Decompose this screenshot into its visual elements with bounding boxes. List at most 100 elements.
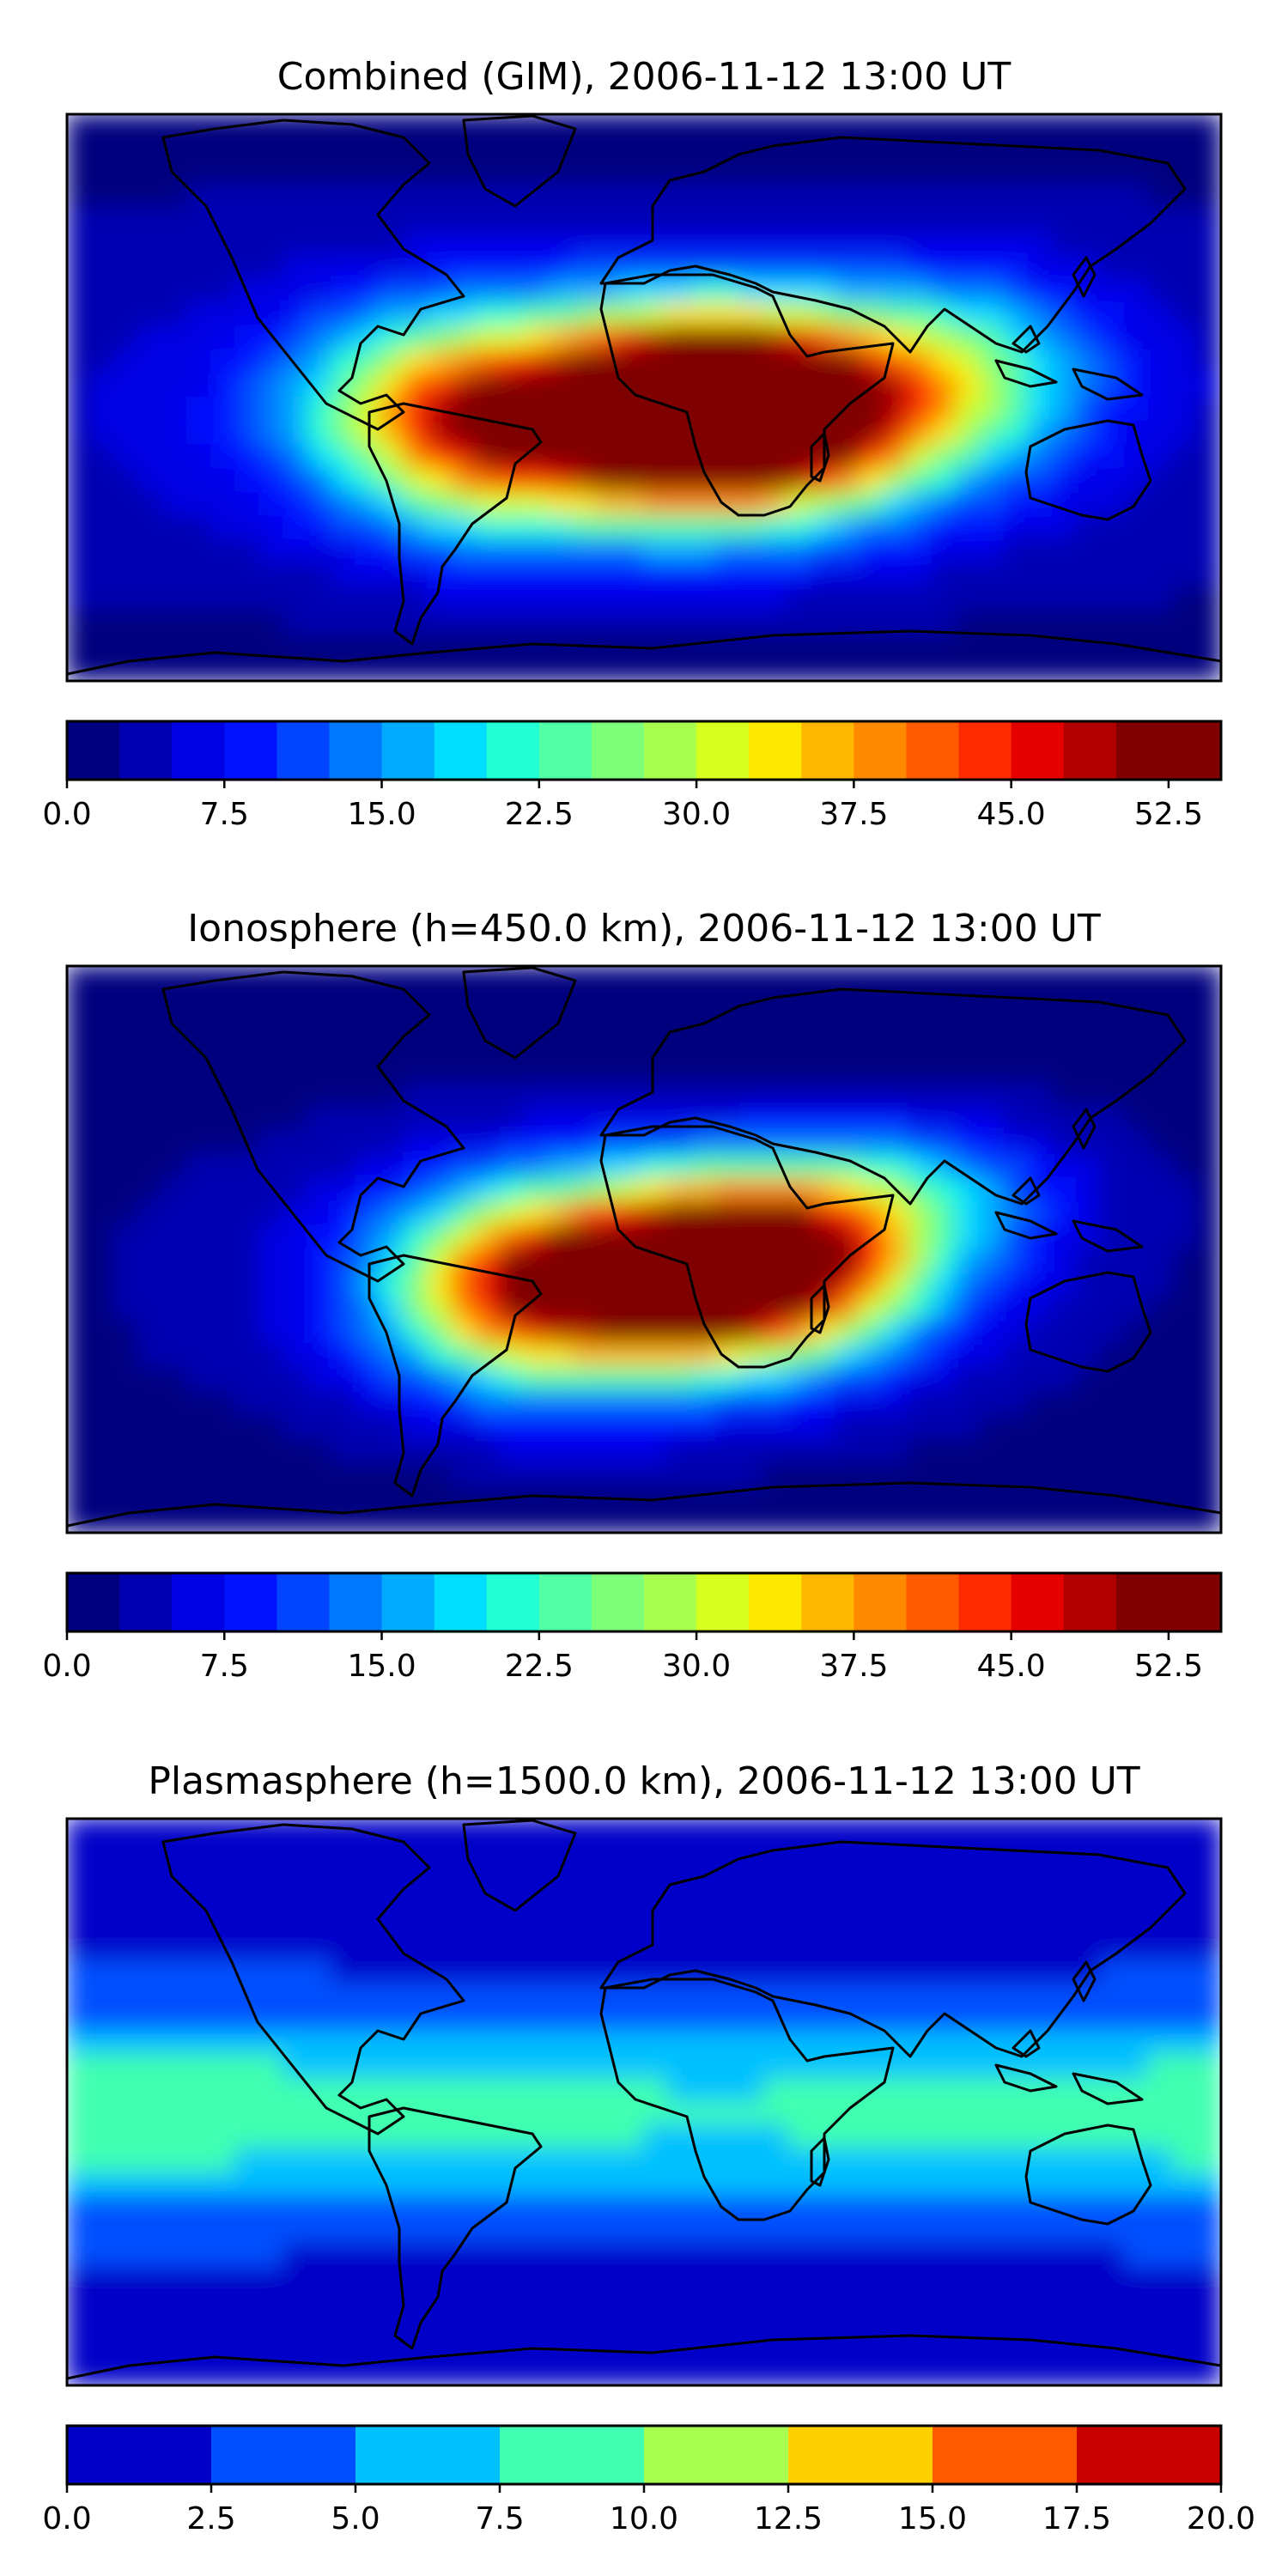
field-cell [403,1319,428,1345]
field-cell [1028,467,1054,493]
field-cell [956,114,981,139]
field-cell [1076,2196,1102,2221]
field-cell [258,514,284,540]
field-cell [1052,1935,1078,1961]
field-cell [499,1413,525,1439]
field-cell [451,137,477,162]
field-cell [763,2313,789,2339]
field-cell [258,1485,284,1510]
field-cell [427,2054,453,2080]
field-cell [932,1390,957,1416]
field-cell [138,491,164,517]
field-cell [234,1343,260,1369]
field-cell [787,2266,813,2292]
field-cell [571,2030,597,2056]
field-cell [739,1272,765,1297]
field-cell [90,1083,116,1109]
field-cell [451,1959,477,1985]
field-cell [331,1177,356,1203]
field-cell [162,2360,188,2385]
field-cell [811,1083,837,1109]
field-cell [1196,397,1221,422]
field-cell [138,2266,164,2292]
field-cell [234,2219,260,2245]
field-cell [1004,161,1030,186]
field-cell [210,1177,236,1203]
field-cell [835,2360,861,2385]
field-cell [715,1036,741,1061]
field-cell [331,208,356,234]
field-cell [1076,1012,1102,1038]
field-cell [908,114,933,139]
field-cell [186,1130,212,1156]
field-cell [499,255,525,281]
field-cell [763,988,789,1014]
field-cell [90,137,116,162]
field-cell [499,373,525,398]
field-cell [547,255,573,281]
field-cell [138,255,164,281]
field-cell [186,1841,212,1867]
field-cell [451,467,477,493]
field-cell [1196,2124,1221,2150]
field-cell [1004,114,1030,139]
field-cell [499,2077,525,2103]
field-cell [1004,1819,1030,1844]
field-cell [739,2266,765,2292]
field-cell [1124,1083,1150,1109]
field-cell [90,609,116,635]
field-cell [258,444,284,470]
field-cell [162,1154,188,1180]
field-cell [475,1130,501,1156]
colorbar: 0.0 2.5 5.0 7.5 10.0 12.5 15.0 17.5 20.0 [42,2424,1255,2537]
field-cell [980,302,1005,328]
field-cell [1004,184,1030,210]
field-cell [835,1272,861,1297]
field-cell [956,538,981,564]
field-cell [307,1935,332,1961]
field-cell [619,2243,645,2269]
field-cell [715,966,741,991]
field-cell [90,1865,116,1891]
field-cell [258,1296,284,1321]
field-cell [403,208,428,234]
field-cell [475,420,501,446]
field-cell [379,1983,404,2008]
field-cell [932,609,957,635]
field-cell [1124,302,1150,328]
field-cell [908,444,933,470]
field-cell [884,562,909,587]
field-cell [571,2266,597,2292]
field-cell [956,1130,981,1156]
field-cell [162,1060,188,1085]
field-cell [307,609,332,635]
field-cell [787,1461,813,1486]
field-cell [283,586,308,611]
field-cell [787,349,813,375]
field-cell [1172,1249,1198,1274]
field-cell [283,1060,308,1085]
field-cell [691,1083,717,1109]
field-cell [739,1390,765,1416]
field-cell [980,1083,1005,1109]
field-cell [379,1224,404,1250]
field-cell [547,231,573,257]
field-cell [307,2337,332,2363]
field-cell [884,1319,909,1345]
field-cell [763,586,789,611]
field-cell [475,1865,501,1891]
field-cell [571,1413,597,1439]
field-cell [67,1036,92,1061]
field-cell [571,1296,597,1321]
field-cell [884,1437,909,1463]
field-cell [1172,397,1198,422]
field-cell [379,2054,404,2080]
field-cell [523,1343,549,1369]
field-cell [283,514,308,540]
field-cell [451,1912,477,1938]
field-cell [307,2313,332,2339]
field-cell [331,302,356,328]
field-cell [595,1437,621,1463]
field-cell [1148,491,1174,517]
field-cell [90,1060,116,1085]
